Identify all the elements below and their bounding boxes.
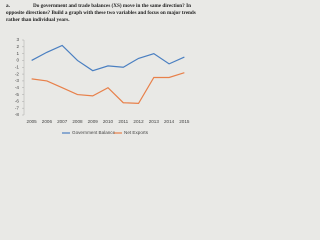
legend-label: Government Balance — [72, 130, 116, 135]
legend-label: Net Exports — [124, 130, 149, 135]
y-tick-label: -6 — [15, 99, 20, 104]
y-tick-label: -1 — [15, 64, 20, 69]
y-tick-label: -3 — [15, 78, 20, 83]
x-tick-label: 2005 — [27, 119, 38, 124]
y-tick-label: 0 — [16, 58, 19, 63]
x-tick-label: 2012 — [133, 119, 144, 124]
x-tick-label: 2007 — [57, 119, 68, 124]
x-tick-label: 2010 — [103, 119, 114, 124]
y-tick-label: 2 — [16, 44, 19, 49]
background — [0, 0, 200, 147]
series-line — [31, 44, 185, 72]
x-tick-label: 2014 — [164, 119, 175, 124]
question-line: Do government and trade balances (XS) mo… — [33, 2, 191, 9]
x-tick-label: 2013 — [149, 119, 160, 124]
x-tick-label: 2011 — [118, 119, 128, 124]
page: a. Do government and trade balances (XS)… — [0, 0, 200, 147]
chart: a. Do government and trade balances (XS)… — [0, 0, 200, 147]
x-tick-label: 2006 — [42, 119, 53, 124]
y-tick-label: -5 — [15, 92, 20, 97]
x-tick-label: 2008 — [72, 119, 83, 124]
y-tick-label: -4 — [15, 85, 20, 90]
y-tick-label: -8 — [15, 112, 20, 117]
question-label: a. — [6, 3, 11, 9]
y-tick-label: -7 — [15, 105, 20, 110]
y-tick-label: 1 — [16, 51, 19, 56]
x-tick-label: 2009 — [88, 119, 99, 124]
question-line: rather than individual years. — [6, 17, 70, 23]
series-line — [31, 72, 185, 105]
x-tick-label: 2015 — [179, 119, 190, 124]
y-tick-label: -2 — [15, 71, 20, 76]
question-line: opposite directions? Build a graph with … — [6, 10, 196, 16]
y-tick-label: 3 — [16, 37, 19, 42]
